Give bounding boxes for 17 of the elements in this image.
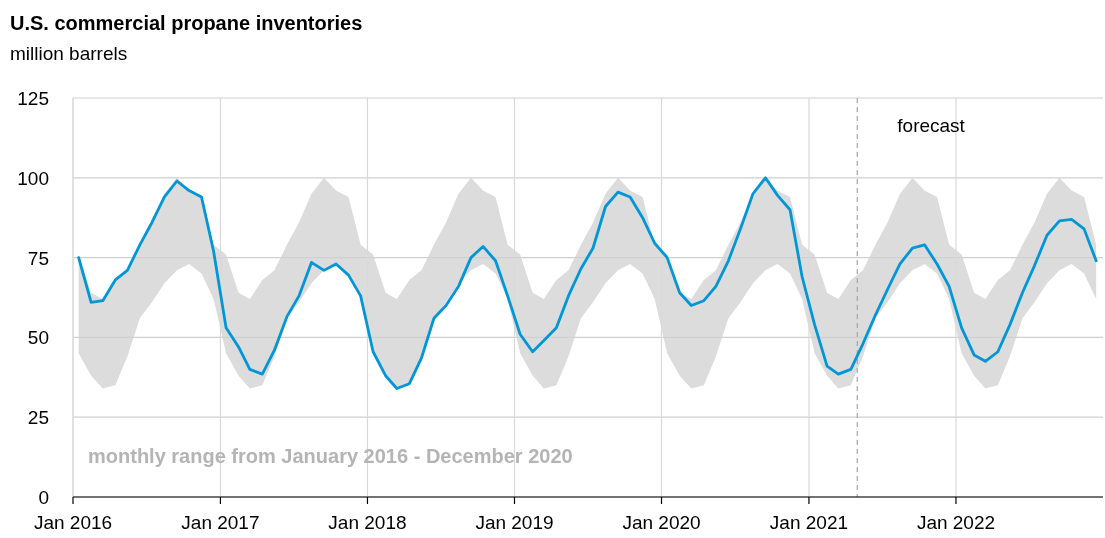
- x-tick-label: Jan 2020: [622, 512, 701, 533]
- y-tick-label: 25: [27, 407, 49, 429]
- ref-line-label: forecast: [897, 115, 966, 136]
- x-tick-label: Jan 2016: [33, 512, 113, 533]
- annotation: monthly range from January 2016 - December 2020: [88, 445, 573, 467]
- chart-subtitle: million barrels: [10, 43, 128, 64]
- y-tick-label: 0: [38, 487, 49, 508]
- x-tick-label: Jan 2017: [181, 512, 260, 533]
- y-tick-label: 125: [17, 88, 49, 109]
- y-tick-label: 75: [27, 247, 49, 269]
- y-tick-label: 50: [27, 327, 49, 349]
- x-tick-label: Jan 2019: [475, 512, 554, 533]
- chart-title: U.S. commercial propane inventories: [10, 12, 363, 34]
- x-tick-label: Jan 2018: [328, 512, 407, 533]
- y-tick-label: 100: [17, 167, 49, 189]
- x-tick-label: Jan 2022: [916, 512, 996, 533]
- x-tick-label: Jan 2021: [769, 512, 849, 533]
